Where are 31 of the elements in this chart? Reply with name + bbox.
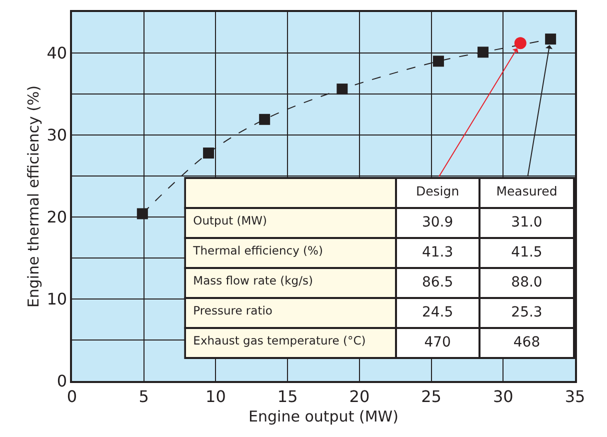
annotation: 41.5 xyxy=(511,244,542,261)
annotation: Output (MW) xyxy=(193,214,268,228)
y-tick-label: 30 xyxy=(46,126,68,145)
annotation: 31.0 xyxy=(511,214,542,231)
y-tick-label: 40 xyxy=(46,44,68,63)
x-tick-label: 35 xyxy=(564,386,586,406)
x-tick-label: 20 xyxy=(349,386,370,406)
annotation: 88.0 xyxy=(511,274,542,291)
y-tick-label: 20 xyxy=(46,208,68,227)
x-axis-title: Engine output (MW) xyxy=(248,407,398,426)
y-axis-title: Engine thermal efficiency (%) xyxy=(24,85,42,308)
annotation: 24.5 xyxy=(422,304,454,321)
y-tick-label: 10 xyxy=(46,290,68,309)
annotation: Pressure ratio xyxy=(193,304,272,318)
x-tick-label: 15 xyxy=(277,386,298,406)
annotation: Measured xyxy=(496,183,558,198)
x-tick-label: 30 xyxy=(492,386,514,406)
annotation: Mass flow rate (kg/s) xyxy=(193,274,313,288)
annotation: 25.3 xyxy=(511,304,542,321)
annotation: 468 xyxy=(513,334,540,351)
annotation: 470 xyxy=(424,334,451,351)
annotation: Design xyxy=(416,183,460,198)
annotation: 30.9 xyxy=(422,214,454,231)
x-tick-label: 5 xyxy=(138,386,149,406)
annotation: 41.3 xyxy=(422,244,454,261)
annotation: Exhaust gas temperature (°C) xyxy=(193,334,366,348)
x-tick-label: 25 xyxy=(421,386,442,406)
annotation: 86.5 xyxy=(422,274,454,291)
y-tick-label: 0 xyxy=(56,372,68,391)
annotation: Thermal efficiency (%) xyxy=(192,244,323,258)
x-tick-label: 10 xyxy=(206,386,226,406)
